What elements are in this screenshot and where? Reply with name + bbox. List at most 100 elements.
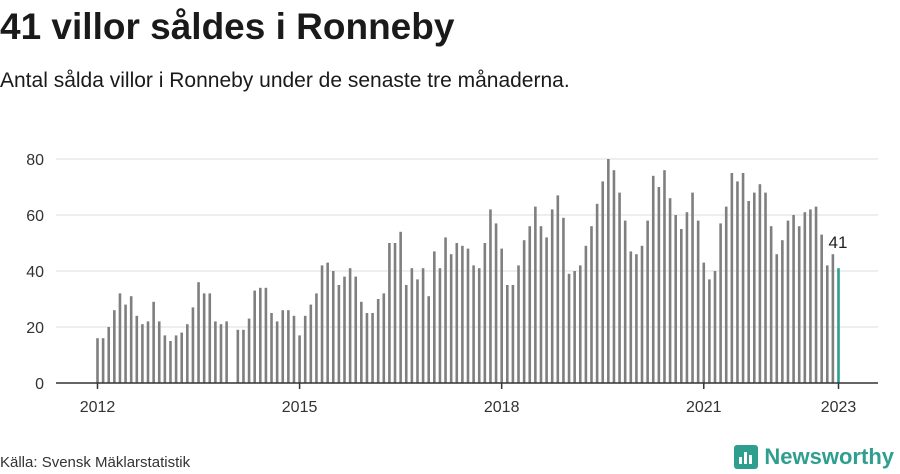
newsworthy-icon: [734, 445, 759, 469]
newsworthy-logo: Newsworthy: [734, 444, 894, 470]
chart-subtitle: Antal sålda villor i Ronneby under de se…: [0, 69, 570, 92]
bar: [528, 226, 532, 383]
bar: [247, 318, 251, 383]
bar: [118, 293, 122, 383]
bar: [191, 307, 195, 383]
bar: [444, 237, 447, 383]
bar: [629, 251, 633, 383]
bar: [730, 173, 734, 383]
x-tick-label: 2021: [686, 399, 722, 416]
bar: [837, 268, 840, 383]
bar: [202, 293, 206, 383]
bar: [354, 276, 358, 383]
bar: [803, 212, 807, 383]
bar: [578, 265, 582, 383]
bar: [724, 206, 728, 383]
bar: [691, 192, 694, 383]
bar: [500, 248, 503, 383]
bar: [360, 301, 363, 383]
bar: [702, 262, 706, 383]
bar: [404, 285, 408, 383]
bar: [371, 313, 374, 383]
bar: [438, 268, 442, 383]
bar: [461, 245, 464, 383]
x-tick-label: 2023: [821, 399, 857, 416]
bar: [640, 245, 644, 383]
bar: [584, 245, 588, 383]
x-tick-label: 2015: [282, 399, 318, 416]
x-tick-label: 2012: [80, 399, 116, 416]
bar: [236, 329, 240, 383]
bar: [208, 293, 212, 383]
bar: [713, 271, 717, 383]
bar: [343, 276, 346, 383]
bar: [315, 293, 318, 383]
bar: [365, 313, 369, 383]
bar: [416, 279, 419, 383]
brand-name: Newsworthy: [764, 444, 894, 469]
bar: [225, 321, 228, 383]
bar: [792, 215, 795, 383]
bar: [612, 170, 616, 383]
bar: [590, 226, 593, 383]
bar: [449, 254, 453, 383]
bar: [483, 243, 487, 383]
bar: [781, 240, 784, 383]
bar: [298, 335, 301, 383]
bar: [214, 321, 217, 383]
bar: [320, 265, 324, 383]
bar: [309, 304, 313, 383]
bar: [567, 273, 571, 383]
bar: [376, 299, 380, 383]
bar: [517, 265, 520, 383]
bar: [270, 313, 273, 383]
bar: [680, 229, 683, 383]
y-tick-label: 80: [26, 152, 44, 169]
bar: [303, 315, 307, 383]
bar: [663, 170, 666, 383]
bar: [769, 226, 773, 383]
bar: [758, 184, 762, 383]
bar: [494, 223, 498, 383]
bar: [337, 285, 341, 383]
bar: [399, 231, 402, 383]
bar: [674, 215, 678, 383]
bar: [421, 268, 425, 383]
bar: [292, 315, 296, 383]
bar: [124, 304, 127, 383]
bar: [635, 254, 638, 383]
bar: [752, 192, 756, 383]
bar: [708, 279, 711, 383]
bar: [388, 243, 391, 383]
bar: [113, 310, 116, 383]
bar: [825, 265, 829, 383]
bar: [618, 192, 621, 383]
bar: [736, 181, 739, 383]
bar: [595, 203, 599, 383]
bar: [747, 201, 750, 383]
bar: [331, 271, 335, 383]
bar: [550, 209, 554, 383]
bar: [326, 262, 329, 383]
y-tick-label: 40: [26, 264, 44, 281]
bar: [348, 268, 352, 383]
bar: [685, 212, 689, 383]
bar: [814, 206, 818, 383]
y-tick-label: 0: [35, 376, 44, 393]
bar: [433, 251, 436, 383]
bar: [264, 287, 268, 383]
bar: [466, 248, 470, 383]
bar: [427, 296, 431, 383]
bar: [646, 220, 649, 383]
bar: [180, 332, 184, 383]
bar: [809, 209, 812, 383]
bar: [534, 206, 537, 383]
x-tick-label: 2018: [484, 399, 520, 416]
bar: [393, 243, 397, 383]
bar: [472, 265, 475, 383]
bar: [696, 220, 700, 383]
bar: [96, 338, 99, 383]
bar: [129, 296, 133, 383]
bar: [797, 226, 801, 383]
